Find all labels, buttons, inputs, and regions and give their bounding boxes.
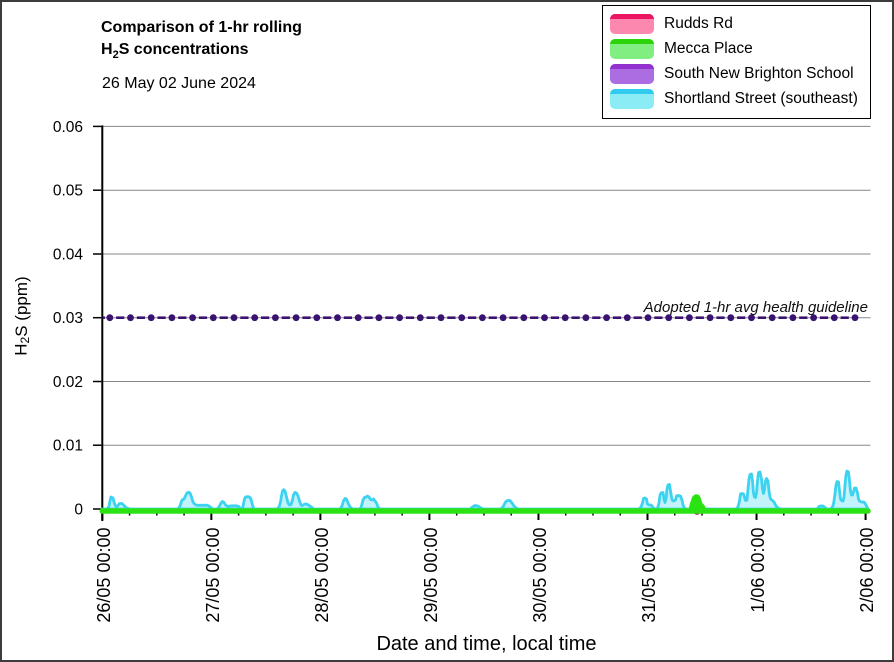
svg-text:2/06 00:00: 2/06 00:00 [857,528,877,613]
svg-text:29/05 00:00: 29/05 00:00 [421,528,441,623]
svg-text:0.04: 0.04 [53,247,84,264]
svg-text:31/05 00:00: 31/05 00:00 [639,528,659,623]
svg-text:0.03: 0.03 [53,310,83,327]
svg-text:27/05 00:00: 27/05 00:00 [203,528,223,623]
svg-text:H2S (ppm): H2S (ppm) [12,276,33,355]
svg-text:1/06 00:00: 1/06 00:00 [748,528,768,613]
svg-text:26/05 00:00: 26/05 00:00 [94,528,114,623]
svg-text:0.05: 0.05 [53,183,83,200]
svg-text:0.02: 0.02 [53,374,83,391]
svg-text:0.06: 0.06 [53,119,83,136]
svg-text:28/05 00:00: 28/05 00:00 [312,528,332,623]
svg-text:0.01: 0.01 [53,438,83,455]
svg-text:0: 0 [74,502,83,519]
svg-text:30/05 00:00: 30/05 00:00 [530,528,550,623]
